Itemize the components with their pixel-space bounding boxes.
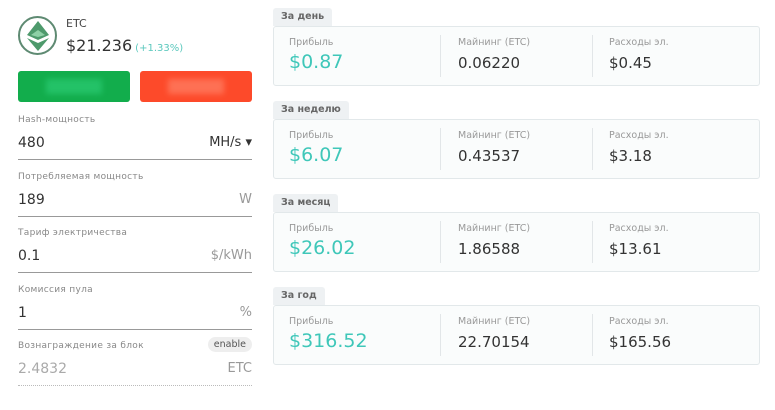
mining-label: Майнинг (ETC) [458, 37, 531, 48]
mining-value: 1.86588 [458, 240, 521, 258]
divider [440, 221, 441, 263]
underline [18, 385, 252, 386]
field-label: Hash-мощность [18, 115, 96, 125]
divider [440, 314, 441, 356]
blurred-label [46, 79, 102, 94]
expenses-label: Расходы эл. [609, 316, 669, 327]
period-tab: За год [273, 287, 325, 305]
period-card: Прибыль $316.52 Майнинг (ETC) 22.70154 Рас… [273, 305, 760, 365]
power-input[interactable]: 189 [18, 192, 45, 208]
mining-col: Майнинг (ETC) 22.70154 [458, 306, 598, 364]
field-label: Тариф электричества [18, 228, 128, 238]
sell-button[interactable] [140, 71, 252, 102]
block-reward-field: Вознаграждение за блок enable 2.4832 ETC [18, 337, 252, 391]
mining-value: 0.06220 [458, 54, 521, 72]
period-tab: За неделю [273, 101, 349, 119]
expenses-col: Расходы эл. $3.18 [609, 120, 749, 178]
price-value: $21.236 [66, 36, 133, 55]
pool-fee-field[interactable]: Комиссия пула 1 % [18, 285, 252, 335]
underline [18, 272, 252, 273]
mining-value: 0.43537 [458, 147, 521, 165]
power-field[interactable]: Потребляемая мощность 189 W [18, 172, 252, 222]
expenses-label: Расходы эл. [609, 37, 669, 48]
hashrate-unit-select[interactable]: MH/s ▾ [209, 135, 252, 150]
field-label: Потребляемая мощность [18, 172, 144, 182]
profit-col: Прибыль $6.07 [289, 120, 429, 178]
period-tab: За день [273, 8, 333, 26]
buy-button[interactable] [18, 71, 130, 102]
field-label: Вознаграждение за блок [18, 341, 144, 351]
mining-label: Майнинг (ETC) [458, 316, 531, 327]
profit-value: $0.87 [289, 51, 344, 73]
divider [592, 128, 593, 170]
underline [18, 216, 252, 217]
block-reward-input: 2.4832 [18, 361, 67, 377]
tariff-input[interactable]: 0.1 [18, 248, 41, 264]
divider [440, 35, 441, 77]
expenses-value: $165.56 [609, 333, 672, 351]
mining-label: Майнинг (ETC) [458, 130, 531, 141]
mining-value: 22.70154 [458, 333, 530, 351]
field-label: Комиссия пула [18, 285, 93, 295]
profit-col: Прибыль $316.52 [289, 306, 429, 364]
divider [440, 128, 441, 170]
enable-toggle[interactable]: enable [207, 337, 252, 352]
field-unit: $/kWh [210, 248, 252, 263]
coin-price: $21.236 (+1.33%) [66, 36, 183, 55]
expenses-col: Расходы эл. $0.45 [609, 27, 749, 85]
profit-value: $316.52 [289, 330, 368, 352]
profit-label: Прибыль [289, 130, 334, 141]
price-change: (+1.33%) [135, 43, 184, 54]
expenses-value: $13.61 [609, 240, 662, 258]
expenses-value: $0.45 [609, 54, 652, 72]
expenses-label: Расходы эл. [609, 223, 669, 234]
profit-label: Прибыль [289, 37, 334, 48]
blurred-label [168, 79, 224, 94]
profit-value: $6.07 [289, 144, 344, 166]
profit-label: Прибыль [289, 223, 334, 234]
profit-label: Прибыль [289, 316, 334, 327]
period-card: Прибыль $6.07 Майнинг (ETC) 0.43537 Расход… [273, 119, 760, 179]
etc-logo-icon [18, 16, 57, 55]
field-unit: % [239, 305, 252, 320]
mining-label: Майнинг (ETC) [458, 223, 531, 234]
underline [18, 329, 252, 330]
hashrate-field[interactable]: Hash-мощность 480 MH/s ▾ [18, 115, 252, 165]
divider [592, 221, 593, 263]
underline [18, 159, 252, 160]
pool-fee-input[interactable]: 1 [18, 305, 27, 321]
expenses-col: Расходы эл. $13.61 [609, 213, 749, 271]
profit-col: Прибыль $0.87 [289, 27, 429, 85]
field-unit: ETC [227, 361, 252, 376]
period-tab: За месяц [273, 194, 339, 212]
expenses-value: $3.18 [609, 147, 652, 165]
expenses-col: Расходы эл. $165.56 [609, 306, 749, 364]
divider [592, 314, 593, 356]
mining-col: Майнинг (ETC) 0.43537 [458, 120, 598, 178]
mining-col: Майнинг (ETC) 0.06220 [458, 27, 598, 85]
mining-col: Майнинг (ETC) 1.86588 [458, 213, 598, 271]
period-card: Прибыль $26.02 Майнинг (ETC) 1.86588 Расхо… [273, 212, 760, 272]
tariff-field[interactable]: Тариф электричества 0.1 $/kWh [18, 228, 252, 278]
period-card: Прибыль $0.87 Майнинг (ETC) 0.06220 Расход… [273, 26, 760, 86]
field-unit: W [239, 192, 252, 207]
profit-col: Прибыль $26.02 [289, 213, 429, 271]
expenses-label: Расходы эл. [609, 130, 669, 141]
coin-symbol: ETC [66, 17, 87, 30]
divider [592, 35, 593, 77]
profit-value: $26.02 [289, 237, 356, 259]
hashrate-input[interactable]: 480 [18, 135, 45, 151]
